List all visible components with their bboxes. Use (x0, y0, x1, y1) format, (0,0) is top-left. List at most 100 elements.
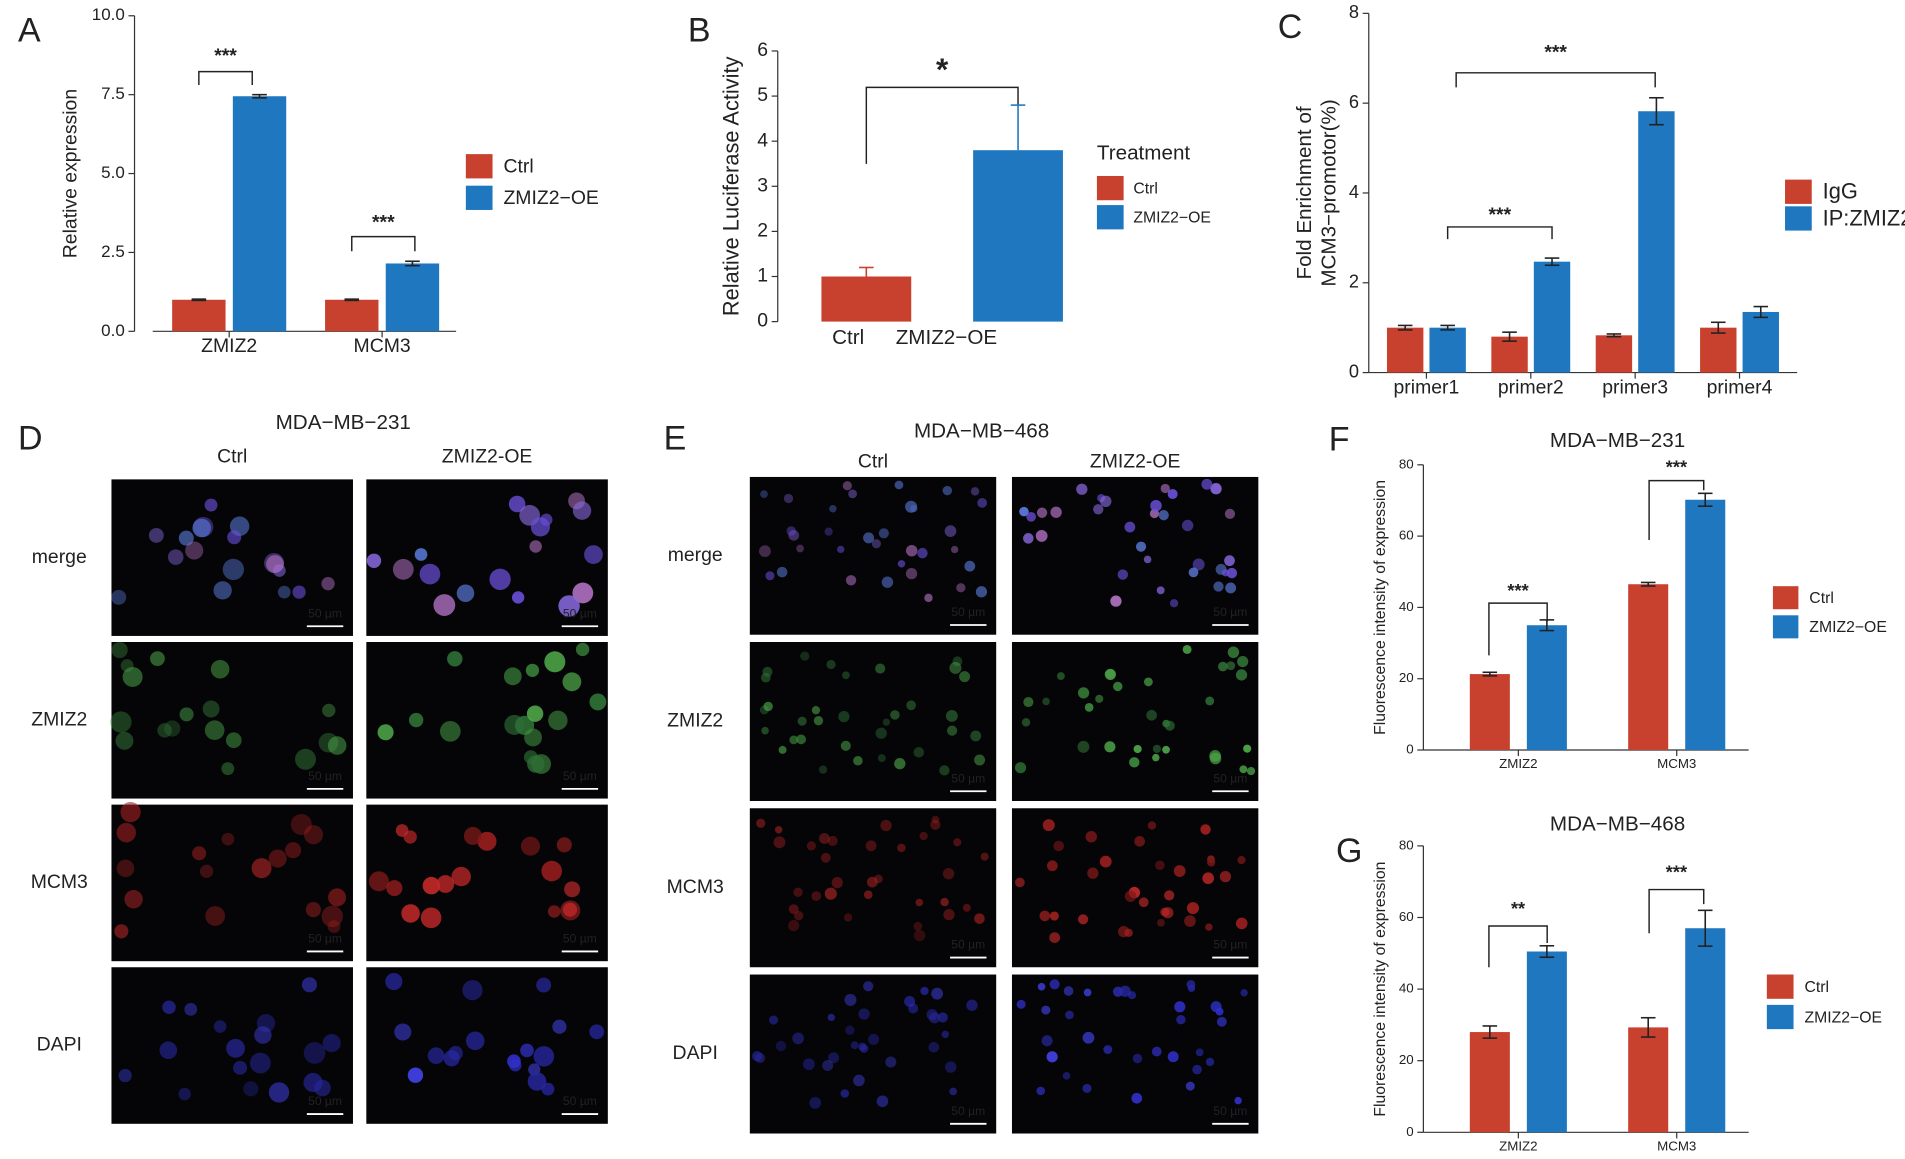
column-label: ZMIZ2-OE (1090, 451, 1181, 473)
legend-title: Treatment (1097, 142, 1190, 165)
row-label: MCM3 (31, 871, 88, 893)
legend-label: IP:ZMIZ2 (1823, 205, 1905, 230)
scale-bar-label: 50 µm (1213, 605, 1247, 619)
cell (905, 567, 918, 580)
cell (394, 1023, 412, 1041)
cell (827, 835, 838, 847)
cell (783, 493, 794, 504)
cell (818, 765, 828, 774)
cell (1246, 766, 1256, 776)
column-label: ZMIZ2-OE (442, 446, 533, 468)
x-tick-label: MCM3 (354, 335, 411, 357)
y-axis-label: Fold Enrichment of (1293, 106, 1316, 279)
cell (120, 801, 141, 823)
cell (974, 913, 985, 924)
significance-label: *** (1507, 581, 1529, 601)
x-tick-label: ZMIZ2 (1499, 1138, 1538, 1153)
cell (243, 1081, 259, 1097)
micrograph (749, 974, 997, 1134)
cell (1039, 910, 1051, 922)
cell (118, 1068, 132, 1083)
cell (913, 921, 923, 931)
y-axis-label: Fluorescence intensity of expression (1372, 480, 1389, 735)
cell (761, 726, 769, 735)
legend-swatch (465, 185, 493, 210)
cell (162, 1000, 176, 1014)
cell (422, 876, 441, 895)
cell (202, 700, 220, 718)
cell (910, 504, 918, 513)
cell (943, 909, 955, 921)
cell (1087, 867, 1099, 879)
cell (1237, 656, 1249, 668)
cell (504, 714, 525, 735)
cell (1219, 871, 1232, 883)
bar (1628, 1027, 1669, 1133)
cell (1129, 757, 1140, 768)
legend-label: ZMIZ2−OE (1809, 619, 1887, 636)
cell (366, 553, 382, 568)
cell (1103, 1045, 1113, 1055)
cell (290, 813, 312, 836)
cell (1205, 696, 1215, 706)
cell (249, 1052, 271, 1074)
cell (838, 711, 850, 723)
y-tick-label: 5.0 (101, 163, 125, 182)
chart-title: MDA−MB−468 (1550, 813, 1685, 836)
error-bar (191, 298, 207, 302)
cell (863, 532, 875, 544)
cell (451, 866, 471, 887)
cell (1023, 533, 1034, 544)
legend-swatch (1772, 615, 1799, 639)
cell (1078, 914, 1089, 925)
cell (962, 903, 971, 912)
cell (941, 1030, 950, 1039)
cell (1019, 506, 1029, 517)
y-tick-label: 20 (1399, 1052, 1414, 1067)
cell (842, 481, 852, 491)
cell (414, 548, 428, 561)
cell (266, 555, 284, 573)
cell (114, 924, 129, 939)
cell (765, 571, 775, 581)
cell (1143, 677, 1153, 687)
cell (1188, 567, 1199, 578)
y-tick-label: 6 (757, 39, 768, 61)
cell (906, 700, 916, 711)
cell (796, 734, 806, 745)
scale-bar-label: 50 µm (308, 606, 342, 620)
cell (813, 716, 824, 726)
row-label: ZMIZ2 (31, 708, 87, 730)
cell (875, 727, 887, 739)
significance-label: ** (1511, 899, 1526, 919)
error-bar (1697, 492, 1713, 507)
cell (1226, 661, 1236, 671)
cell (314, 1079, 331, 1097)
legend-swatch (1785, 179, 1812, 204)
cell (213, 1020, 227, 1033)
legend-label: ZMIZ2−OE (1133, 210, 1211, 227)
cell (322, 1034, 341, 1053)
cell (1239, 765, 1248, 774)
micrograph (749, 476, 997, 635)
cell (1181, 519, 1194, 532)
cell (1049, 911, 1059, 921)
cell (858, 1042, 867, 1051)
chart-title: MDA−MB−231 (1550, 429, 1685, 452)
cell (930, 819, 941, 830)
cell (1227, 646, 1240, 658)
significance-label: *** (1544, 42, 1567, 64)
cell (848, 489, 857, 499)
legend-swatch (1772, 586, 1799, 610)
cell (865, 840, 877, 852)
cell (809, 1097, 822, 1109)
y-axis-label: Relative Luciferase Activity (719, 56, 744, 316)
y-axis-label: Relative expression (60, 89, 82, 258)
bar (1595, 335, 1633, 373)
cell (1082, 1031, 1095, 1044)
cell (850, 1041, 859, 1050)
cell (184, 1002, 198, 1016)
cell (552, 1019, 567, 1034)
cell (1095, 694, 1104, 703)
cell (946, 725, 958, 736)
